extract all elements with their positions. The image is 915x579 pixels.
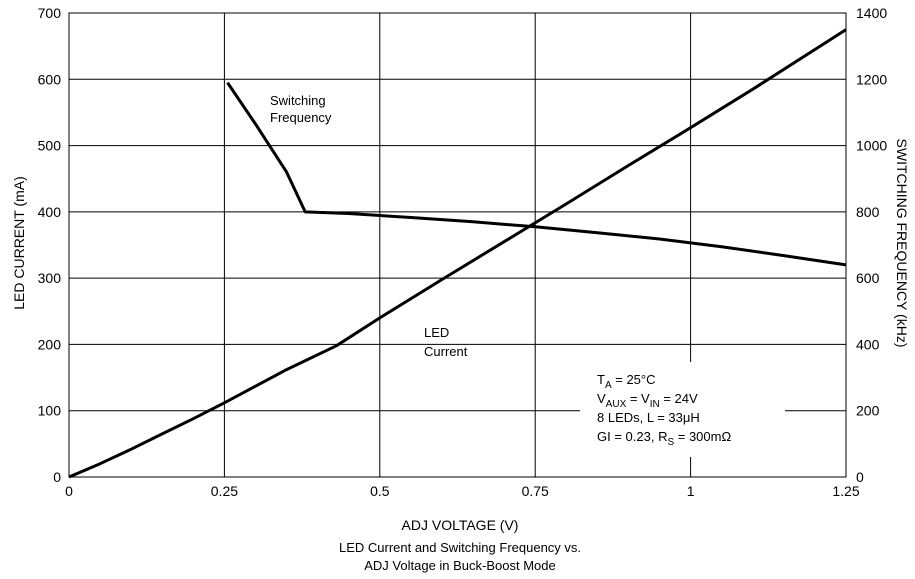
x-tick-label: 0.25 [211, 483, 238, 499]
conditions-line-3: 8 LEDs, L = 33μH [597, 410, 700, 425]
x-axis-title: ADJ VOLTAGE (V) [402, 517, 519, 533]
y-tick-label: 200 [38, 336, 62, 352]
led-current-label-2: Current [424, 344, 468, 359]
grid [69, 13, 846, 477]
conditions-line-4: GI = 0.23, RS = 300mΩ [597, 429, 731, 448]
y-tick-label: 0 [53, 469, 61, 485]
conditions-box [580, 362, 785, 457]
conditions-line-1: TA = 25°C [597, 372, 656, 391]
y-tick-label: 500 [38, 138, 62, 154]
y-tick-label: 600 [38, 71, 62, 87]
y-tick-label: 700 [38, 5, 62, 21]
y2-tick-label: 800 [856, 204, 880, 220]
switching-frequency-label-2: Frequency [270, 110, 332, 125]
y-tick-label: 400 [38, 204, 62, 220]
x-tick-label: 0.75 [522, 483, 549, 499]
series-line-switching-frequency [226, 81, 847, 267]
series-layer [68, 28, 847, 479]
y2-axis-title: SWITCHING FREQUENCY (kHz) [894, 139, 910, 348]
y2-tick-label: 600 [856, 270, 880, 286]
caption-line-1: LED Current and Switching Frequency vs. [339, 540, 581, 555]
series-line-led-current [68, 28, 847, 479]
x-tick-label: 0.5 [370, 483, 390, 499]
y2-tick-label: 400 [856, 336, 880, 352]
x-tick-label: 1 [687, 483, 695, 499]
caption-line-2: ADJ Voltage in Buck-Boost Mode [364, 558, 556, 573]
y-tick-label: 300 [38, 270, 62, 286]
x-tick-label: 0 [65, 483, 73, 499]
y2-tick-label: 1000 [856, 138, 887, 154]
switching-frequency-label-1: Switching [270, 93, 326, 108]
y2-tick-label: 1400 [856, 5, 887, 21]
led-current-label-1: LED [424, 325, 449, 340]
conditions-line-2: VAUX = VIN = 24V [597, 391, 698, 410]
x-tick-label: 1.25 [832, 483, 859, 499]
y2-tick-label: 0 [856, 469, 864, 485]
y-axis-title: LED CURRENT (mA) [11, 176, 27, 310]
y2-tick-label: 200 [856, 403, 880, 419]
y2-tick-label: 1200 [856, 71, 887, 87]
y-tick-label: 100 [38, 403, 62, 419]
plot-frame [68, 12, 847, 478]
